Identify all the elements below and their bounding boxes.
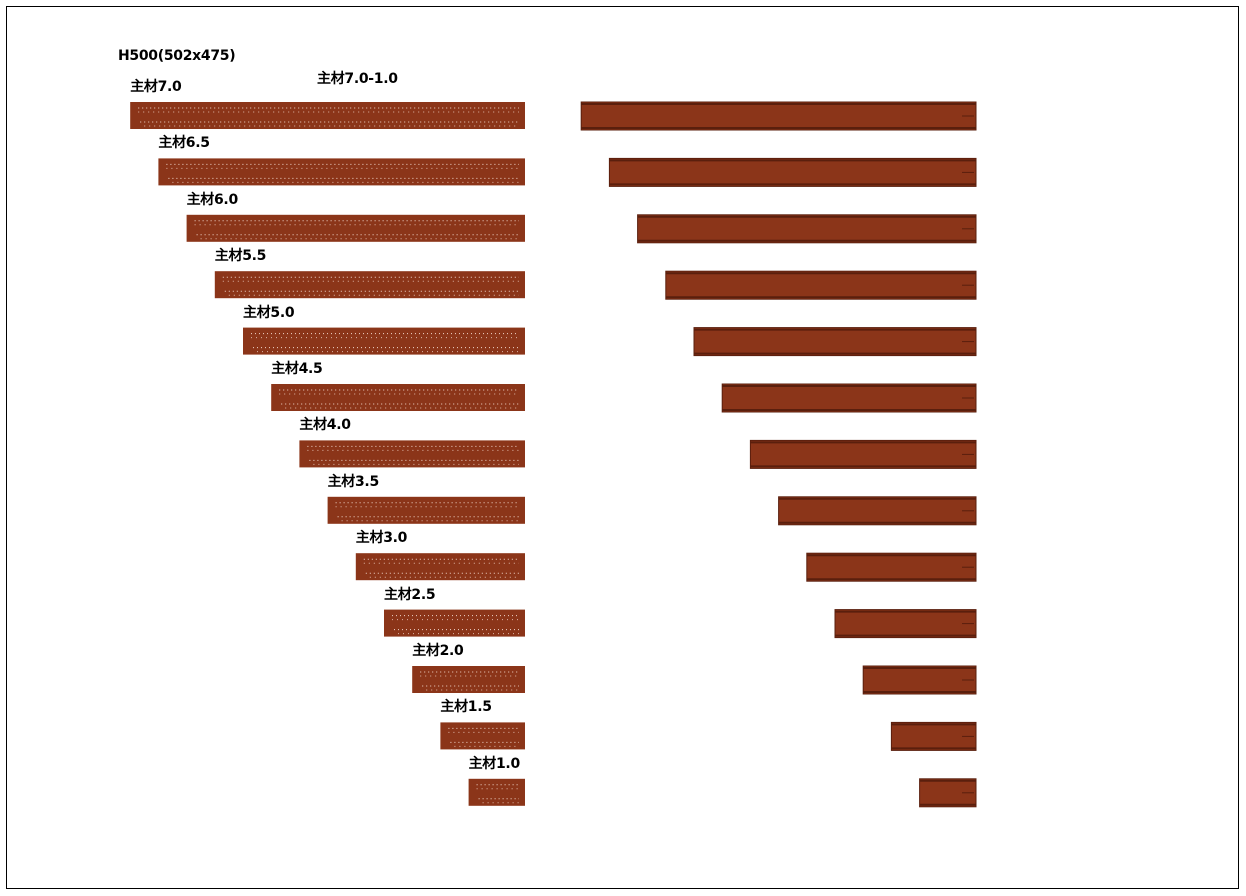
member-bar-left: [384, 609, 525, 637]
member-bar-right: [890, 721, 977, 751]
member-bar-left: [468, 778, 525, 806]
member-bar-left: [412, 666, 525, 693]
member-label: 主材4.0: [299, 417, 351, 434]
member-bar-left: [243, 327, 525, 355]
member-bar-right: [637, 214, 977, 244]
member-label: 主材3.0: [355, 530, 408, 547]
member-label: 主材5.0: [243, 304, 295, 321]
member-bar-right: [919, 778, 977, 808]
member-bar-right: [665, 270, 977, 300]
member-bar-right: [862, 665, 977, 695]
member-bar-right: [721, 383, 977, 413]
member-bar-right: [693, 327, 977, 357]
member-bar-left: [299, 440, 525, 468]
member-bar-left: [440, 722, 525, 750]
member-label: 主材2.0: [412, 643, 464, 659]
member-bar-right: [778, 496, 977, 526]
member-bar-left: [327, 496, 525, 524]
member-bar-left: [214, 271, 526, 299]
member-label: 主材3.5: [327, 473, 380, 490]
section-label: H500(502x475): [118, 48, 236, 64]
member-bar-right: [608, 157, 977, 187]
member-bar-right: [806, 552, 977, 582]
member-bar-right: [834, 609, 977, 639]
member-label: 主材6.0: [186, 191, 239, 208]
member-bar-left: [186, 214, 525, 242]
member-bar-left: [158, 158, 525, 186]
member-label: 主材4.5: [271, 361, 323, 377]
member-bar-right: [580, 101, 977, 131]
member-label: 主材6.5: [158, 135, 210, 152]
member-label: 主材7.0: [130, 79, 182, 95]
member-bar-right: [749, 439, 977, 469]
member-label: 主材2.5: [384, 586, 436, 603]
range-label: 主材7.0-1.0: [317, 71, 398, 87]
member-label: 主材1.0: [468, 755, 521, 772]
member-bar-left: [271, 384, 525, 411]
member-label: 主材5.5: [214, 248, 267, 265]
member-bar-left: [355, 553, 525, 581]
drawing-frame: [6, 6, 1239, 889]
member-bar-left: [130, 102, 525, 129]
member-label: 主材1.5: [440, 699, 492, 716]
